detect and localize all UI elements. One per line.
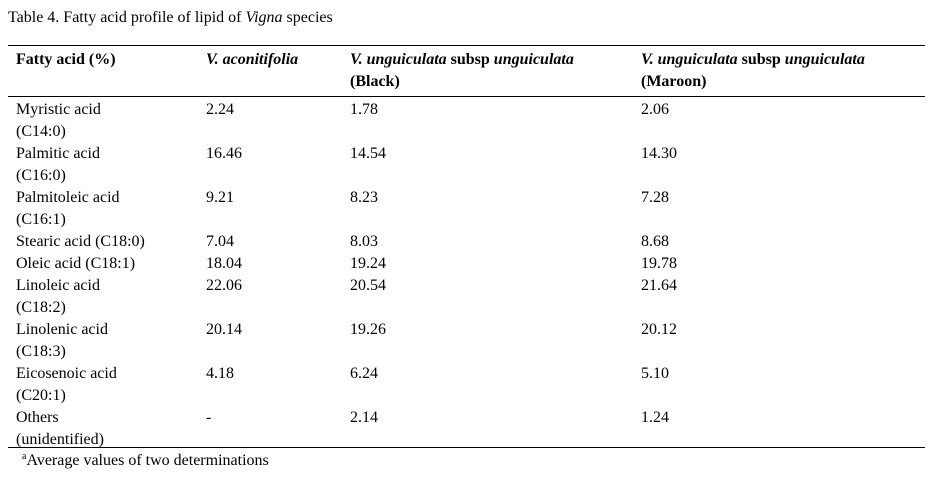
table-header-rule [8, 96, 925, 97]
fatty-acid-line1: Oleic acid (C18:1) [16, 255, 136, 272]
header-black-species: V. unguiculata [350, 51, 447, 68]
header-black-subsp: subsp [446, 51, 494, 68]
fatty-acid-line1: Linoleic acid [16, 277, 100, 294]
value-v-unguiculata-black: 20.54 [350, 277, 386, 294]
row-fatty-acid-name: Palmitoleic acid (C16:1) [8, 187, 198, 231]
row-fatty-acid-name: Others (unidentified) [8, 407, 198, 451]
row-fatty-acid-name: Linolenic acid (C18:3) [8, 319, 198, 363]
fatty-acid-line1: Palmitoleic acid [16, 189, 120, 206]
value-v-unguiculata-maroon: 7.28 [641, 189, 669, 206]
value-v-aconitifolia: 2.24 [206, 101, 234, 118]
header-fatty-acid: Fatty acid (%) [16, 51, 116, 68]
footnote-marker: a [22, 451, 27, 462]
table-row: Eicosenoic acid (C20:1) 4.18 6.24 5.10 [8, 363, 925, 407]
header-maroon-subspecies: unguiculata [784, 51, 865, 68]
value-v-aconitifolia: 7.04 [206, 233, 234, 250]
value-v-aconitifolia: 16.46 [206, 145, 242, 162]
fatty-acid-line1: Palmitic acid [16, 145, 100, 162]
value-v-aconitifolia: - [206, 409, 212, 426]
value-v-unguiculata-maroon: 19.78 [641, 255, 677, 272]
value-v-unguiculata-maroon: 2.06 [641, 101, 669, 118]
caption-prefix: Table 4. Fatty acid profile of lipid of [8, 9, 246, 26]
value-v-aconitifolia: 4.18 [206, 365, 234, 382]
fatty-acid-table: Fatty acid (%) V. aconitifolia V. unguic… [8, 49, 925, 451]
table-row: Linoleic acid (C18:2) 22.06 20.54 21.64 [8, 275, 925, 319]
table-bottom-rule [8, 447, 925, 448]
row-fatty-acid-name: Eicosenoic acid (C20:1) [8, 363, 198, 407]
footnote-text: Average values of two determinations [26, 452, 269, 469]
value-v-unguiculata-maroon: 1.24 [641, 409, 669, 426]
value-v-unguiculata-black: 2.14 [350, 409, 378, 426]
fatty-acid-line2: (C14:0) [16, 123, 66, 140]
value-v-unguiculata-black: 14.54 [350, 145, 386, 162]
value-v-unguiculata-black: 8.03 [350, 233, 378, 250]
fatty-acid-line2: (C18:3) [16, 343, 66, 360]
value-v-unguiculata-black: 6.24 [350, 365, 378, 382]
header-v-aconitifolia: V. aconitifolia [198, 49, 342, 95]
table-footnote: aAverage values of two determinations [22, 450, 269, 472]
value-v-aconitifolia: 18.04 [206, 255, 242, 272]
fatty-acid-line2: (C16:1) [16, 211, 66, 228]
value-v-aconitifolia: 22.06 [206, 277, 242, 294]
table-top-rule [8, 45, 925, 46]
fatty-acid-line1: Others [16, 409, 59, 426]
fatty-acid-line2: (unidentified) [16, 431, 104, 448]
value-v-unguiculata-maroon: 21.64 [641, 277, 677, 294]
fatty-acid-line2: (C20:1) [16, 387, 66, 404]
fatty-acid-line1: Eicosenoic acid [16, 365, 117, 382]
table-header-row: Fatty acid (%) V. aconitifolia V. unguic… [8, 49, 925, 95]
header-v-aconitifolia-species: V. aconitifolia [206, 51, 299, 68]
row-fatty-acid-name: Palmitic acid (C16:0) [8, 143, 198, 187]
value-v-unguiculata-maroon: 5.10 [641, 365, 669, 382]
value-v-unguiculata-black: 19.26 [350, 321, 386, 338]
value-v-unguiculata-maroon: 14.30 [641, 145, 677, 162]
row-fatty-acid-name: Myristic acid (C14:0) [8, 95, 198, 143]
value-v-unguiculata-maroon: 20.12 [641, 321, 677, 338]
row-fatty-acid-name: Stearic acid (C18:0) [8, 231, 198, 253]
caption-genus: Vigna [245, 9, 283, 26]
row-fatty-acid-name: Oleic acid (C18:1) [8, 253, 198, 275]
fatty-acid-line1: Stearic acid (C18:0) [16, 233, 145, 250]
fatty-acid-line1: Linolenic acid [16, 321, 108, 338]
value-v-aconitifolia: 9.21 [206, 189, 234, 206]
table-row: Stearic acid (C18:0) 7.04 8.03 8.68 [8, 231, 925, 253]
row-fatty-acid-name: Linoleic acid (C18:2) [8, 275, 198, 319]
table-row: Myristic acid (C14:0) 2.24 1.78 2.06 [8, 95, 925, 143]
header-black-variety: (Black) [350, 73, 400, 90]
value-v-unguiculata-black: 8.23 [350, 189, 378, 206]
table-row: Palmitoleic acid (C16:1) 9.21 8.23 7.28 [8, 187, 925, 231]
value-v-unguiculata-black: 1.78 [350, 101, 378, 118]
table-caption: Table 4. Fatty acid profile of lipid of … [8, 7, 333, 29]
fatty-acid-line2: (C16:0) [16, 167, 66, 184]
header-maroon-species: V. unguiculata [641, 51, 738, 68]
fatty-acid-line2: (C18:2) [16, 299, 66, 316]
table-row: Linolenic acid (C18:3) 20.14 19.26 20.12 [8, 319, 925, 363]
value-v-unguiculata-black: 19.24 [350, 255, 386, 272]
table-row: Oleic acid (C18:1) 18.04 19.24 19.78 [8, 253, 925, 275]
value-v-unguiculata-maroon: 8.68 [641, 233, 669, 250]
table-row: Palmitic acid (C16:0) 16.46 14.54 14.30 [8, 143, 925, 187]
header-v-unguiculata-maroon: V. unguiculata subsp unguiculata (Maroon) [633, 49, 925, 95]
value-v-aconitifolia: 20.14 [206, 321, 242, 338]
header-black-subspecies: unguiculata [493, 51, 574, 68]
header-maroon-variety: (Maroon) [641, 73, 707, 90]
header-v-unguiculata-black: V. unguiculata subsp unguiculata (Black) [342, 49, 633, 95]
caption-suffix: species [282, 9, 333, 26]
table-row: Others (unidentified) - 2.14 1.24 [8, 407, 925, 451]
header-maroon-subsp: subsp [737, 51, 785, 68]
fatty-acid-line1: Myristic acid [16, 101, 101, 118]
